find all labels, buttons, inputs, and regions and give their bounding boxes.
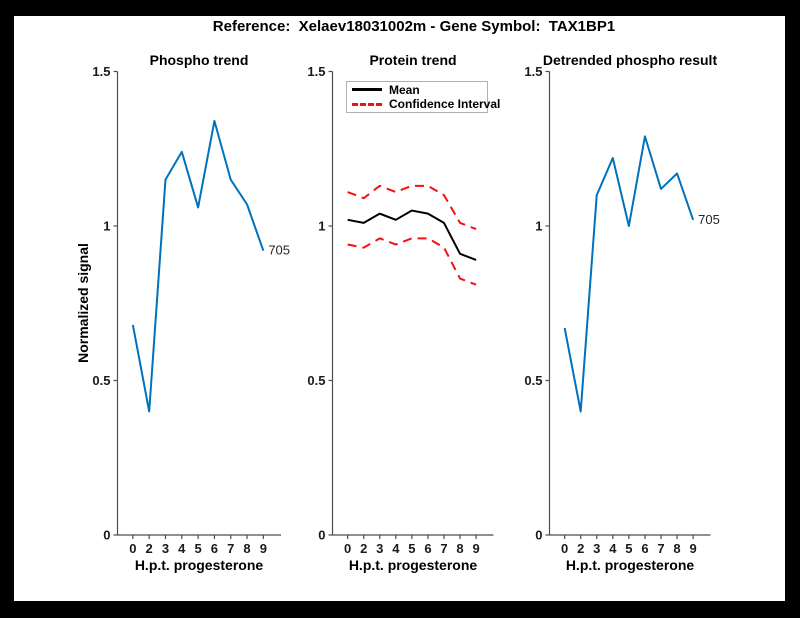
x-tick-label: 6 (641, 541, 648, 556)
y-tick-label: 0.5 (524, 373, 542, 388)
y-tick-label: 1.5 (524, 64, 542, 79)
x-tick-label: 3 (593, 541, 600, 556)
legend-mean-line-icon (352, 88, 382, 92)
figure-title: Reference: Xelaev18031002m - Gene Symbol… (212, 18, 616, 35)
y-tick-label: 1.5 (92, 64, 110, 79)
x-tick-label: 5 (625, 541, 632, 556)
figure-canvas: Reference: Xelaev18031002m - Gene Symbol… (14, 16, 785, 601)
plot1-x-axis-label: H.p.t. progesterone (134, 557, 264, 573)
x-tick-label: 8 (243, 541, 250, 556)
y-tick-label: 0.5 (307, 373, 325, 388)
x-tick-label: 7 (227, 541, 234, 556)
x-tick-label: 0 (561, 541, 568, 556)
x-tick-label: 4 (609, 541, 617, 556)
x-tick-label: 0 (344, 541, 351, 556)
x-tick-label: 2 (146, 541, 153, 556)
x-tick-label: 2 (577, 541, 584, 556)
x-tick-label: 3 (162, 541, 169, 556)
x-tick-label: 8 (673, 541, 680, 556)
y-tick-label: 1 (103, 219, 110, 234)
x-tick-label: 5 (408, 541, 415, 556)
legend-box: Mean Confidence Interval (346, 81, 500, 113)
ci-upper-line (347, 184, 477, 231)
x-tick-label: 8 (456, 541, 463, 556)
legend-entry-mean: Mean (347, 83, 487, 97)
x-tick-label: 2 (360, 541, 367, 556)
plot3-x-axis-label: H.p.t. progesterone (565, 557, 695, 573)
series-end-label: 705 (698, 212, 720, 227)
x-tick-label: 7 (657, 541, 664, 556)
detrended-phospho-signal-line (563, 135, 695, 413)
x-tick-label: 9 (472, 541, 479, 556)
y-tick-label: 0 (535, 528, 542, 543)
y-tick-label: 1 (535, 219, 542, 234)
legend-entry-confidence-interval: Confidence Interval (347, 97, 500, 111)
y-tick-label: 0 (103, 528, 110, 543)
phospho-signal-line (131, 119, 265, 413)
y-tick-label: 0.5 (92, 373, 110, 388)
y-tick-label: 1.5 (307, 64, 325, 79)
x-tick-label: 0 (129, 541, 136, 556)
legend-mean-label: Mean (389, 82, 420, 97)
y-tick-label: 0 (318, 528, 325, 543)
plot2-x-axis-label: H.p.t. progesterone (348, 557, 478, 573)
x-tick-label: 6 (424, 541, 431, 556)
x-tick-label: 5 (194, 541, 201, 556)
x-tick-label: 4 (392, 541, 400, 556)
plot3-title: Detrended phospho result (542, 52, 718, 68)
x-tick-label: 4 (178, 541, 186, 556)
legend-confidence-interval-label: Confidence Interval (389, 97, 501, 112)
plot2-title: Protein trend (369, 52, 457, 68)
series-end-label: 705 (268, 243, 290, 258)
x-tick-label: 9 (260, 541, 267, 556)
x-tick-label: 6 (211, 541, 218, 556)
x-tick-label: 9 (689, 541, 696, 556)
plot1-title: Phospho trend (149, 52, 249, 68)
ci-lower-line (347, 237, 477, 286)
x-tick-label: 3 (376, 541, 383, 556)
y-tick-label: 1 (318, 219, 325, 234)
x-tick-label: 7 (440, 541, 447, 556)
mean-line (347, 209, 477, 261)
legend-confidence-interval-line-icon (352, 102, 382, 106)
